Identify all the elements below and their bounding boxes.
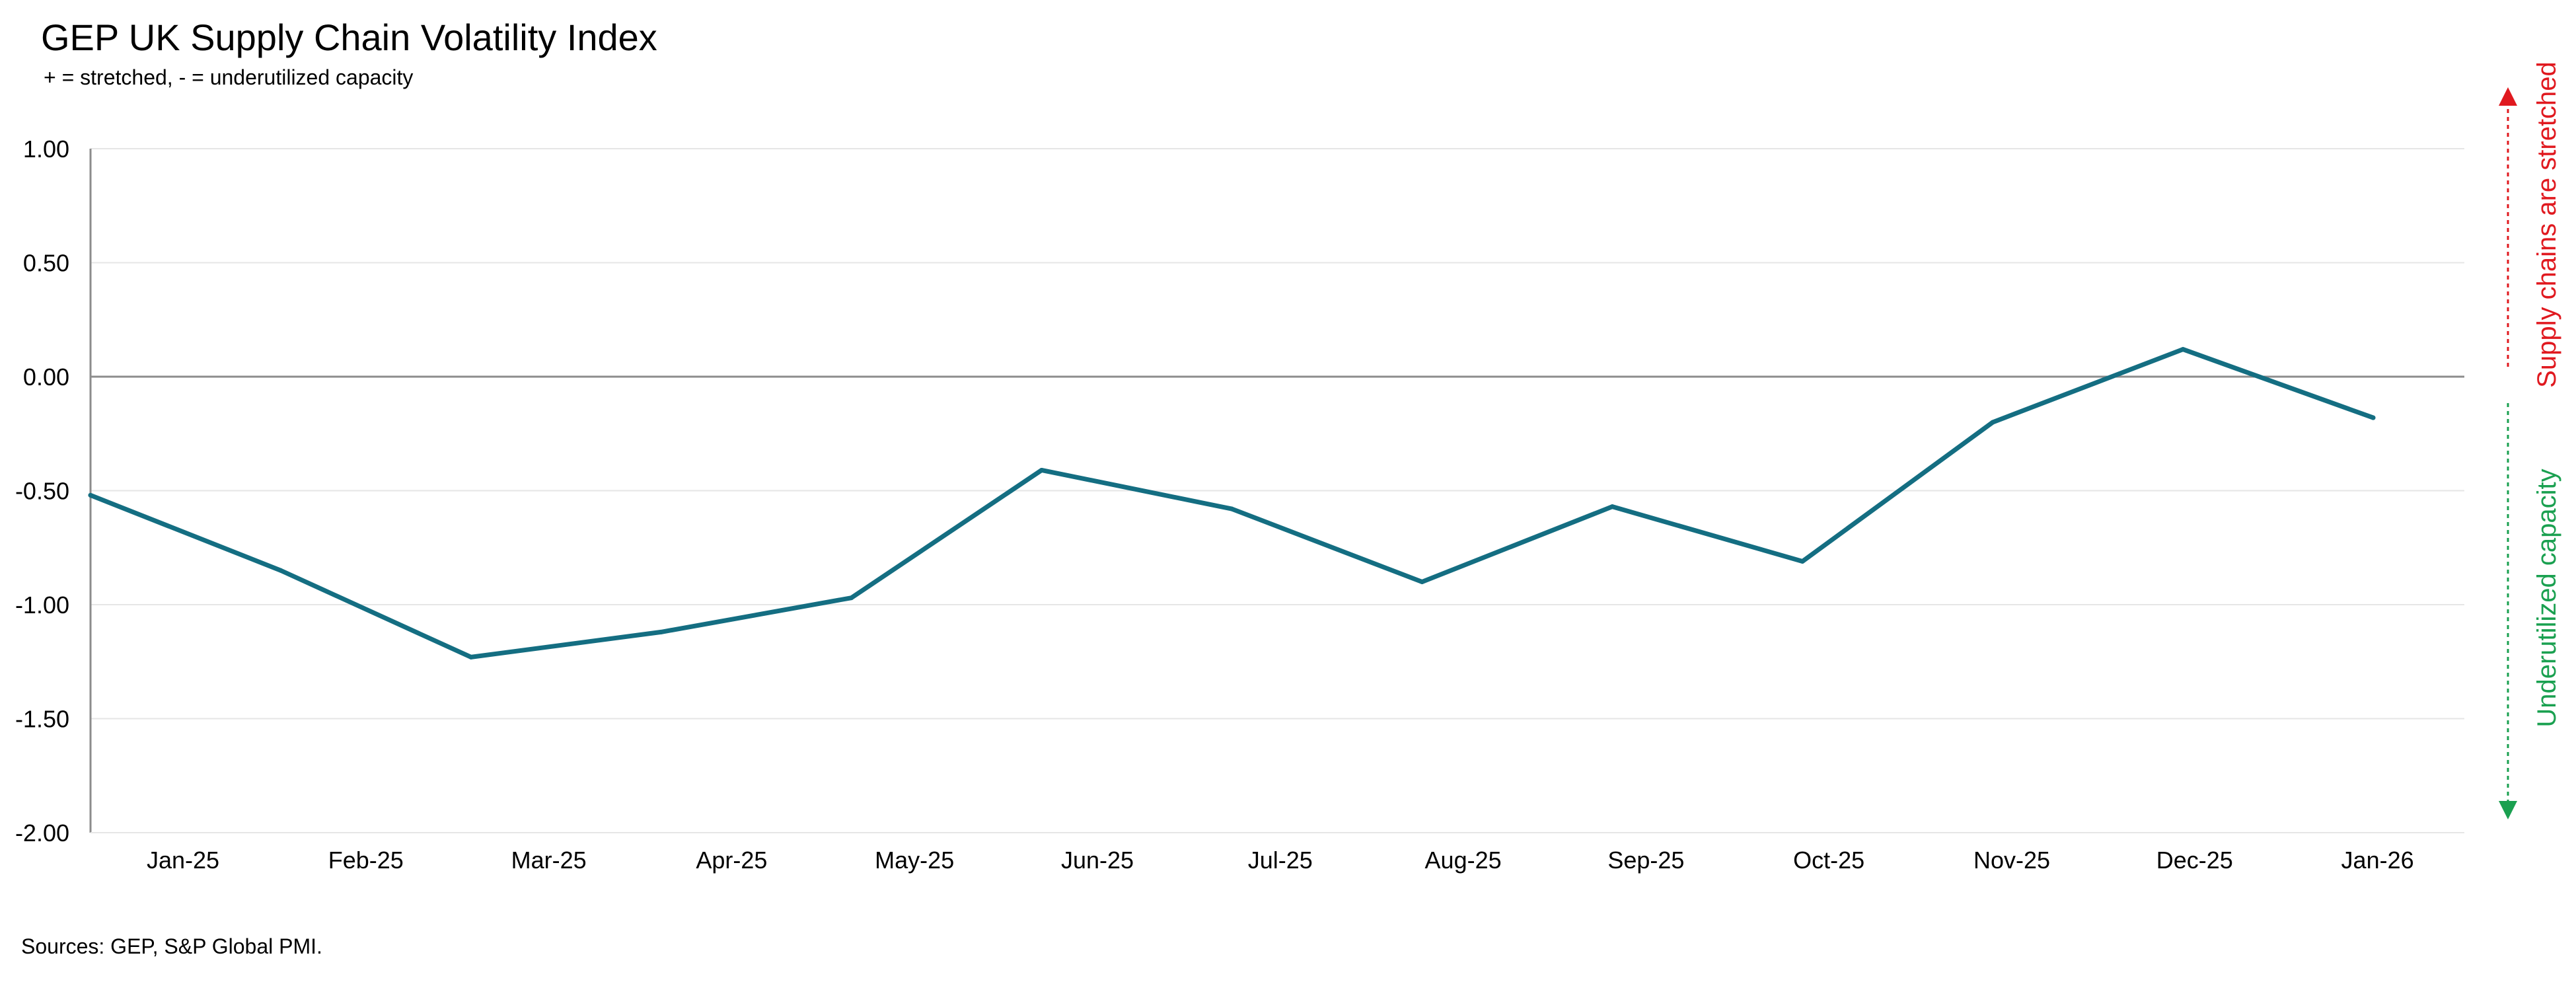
y-tick-label: -0.50 (15, 478, 69, 505)
y-tick-label: -1.50 (15, 706, 69, 733)
data-point (1039, 467, 1045, 472)
data-point (1990, 420, 1995, 425)
y-tick-label: -2.00 (15, 819, 69, 847)
stretched-label: Supply chains are stretched (2532, 61, 2561, 388)
series-line (88, 347, 2376, 660)
down-arrow-icon (2499, 801, 2517, 819)
x-tick-label: Dec-25 (2156, 847, 2233, 874)
x-tick-label: Nov-25 (1973, 847, 2050, 874)
y-tick-label: 0.00 (23, 363, 69, 391)
x-tick-label: Jan-25 (147, 847, 219, 874)
up-arrow-icon (2499, 87, 2517, 106)
data-point (2180, 347, 2186, 352)
y-tick-label: 1.00 (23, 135, 69, 163)
grid (91, 148, 2464, 833)
underutilized-annotation: Underutilized capacity (2499, 403, 2561, 819)
x-tick-label: Mar-25 (511, 847, 587, 874)
x-tick-label: May-25 (875, 847, 954, 874)
data-point (659, 629, 664, 634)
x-tick-labels: Jan-25 Feb-25 Mar-25 Apr-25 May-25 Jun-25 Jul-… (147, 847, 2414, 874)
series-layer (88, 347, 2376, 660)
data-point (2371, 415, 2376, 420)
x-tick-label: Oct-25 (1793, 847, 1864, 874)
data-point (468, 654, 474, 660)
chart-subtitle: + = stretched, - = underutilized capacit… (44, 65, 413, 89)
x-tick-label: Apr-25 (696, 847, 767, 874)
y-tick-label: -1.00 (15, 591, 69, 619)
data-point (1800, 558, 1805, 564)
x-tick-label: Sep-25 (1607, 847, 1684, 874)
data-point (1609, 504, 1615, 510)
x-tick-label: Jan-26 (2341, 847, 2414, 874)
y-tick-labels: 1.00 0.50 0.00 -0.50 -1.00 -1.50 -2.00 (15, 135, 69, 847)
x-tick-label: Aug-25 (1425, 847, 1502, 874)
data-point (1230, 506, 1234, 511)
data-point (849, 595, 854, 601)
axes (89, 149, 2464, 833)
x-tick-label: Jun-25 (1061, 847, 1134, 874)
data-point (278, 568, 283, 573)
chart-title: GEP UK Supply Chain Volatility Index (41, 17, 657, 58)
x-tick-label: Feb-25 (328, 847, 404, 874)
stretched-annotation: Supply chains are stretched (2499, 61, 2561, 388)
x-tick-label: Jul-25 (1248, 847, 1313, 874)
underutilized-label: Underutilized capacity (2532, 469, 2561, 727)
data-point (88, 492, 93, 498)
source-note: Sources: GEP, S&P Global PMI. (21, 934, 322, 958)
data-point (1419, 580, 1424, 584)
y-tick-label: 0.50 (23, 250, 69, 277)
